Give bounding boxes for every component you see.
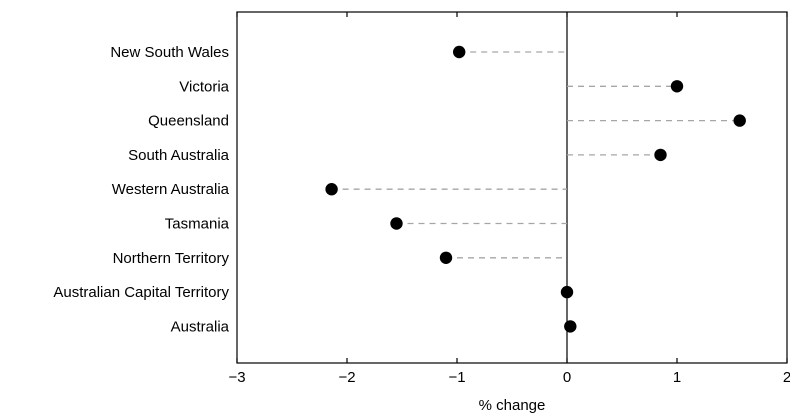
data-point [564, 320, 577, 333]
category-label: Western Australia [112, 181, 230, 198]
x-tick-label: 0 [563, 369, 571, 386]
x-axis-title: % change [479, 397, 546, 414]
data-markers [325, 45, 746, 333]
category-label: New South Wales [110, 44, 229, 61]
category-label: Australia [171, 318, 230, 335]
category-labels: New South Wales Victoria Queensland South A… [53, 44, 229, 335]
category-label: Australian Capital Territory [53, 284, 229, 301]
data-point [439, 251, 453, 264]
plot-border [236, 11, 788, 364]
data-point [733, 114, 746, 127]
category-label: Queensland [148, 113, 229, 130]
data-point [453, 45, 466, 59]
plot-frame [236, 11, 788, 364]
data-point [325, 183, 338, 196]
connector-lines [331, 51, 740, 259]
x-tick-label: −3 [228, 369, 245, 386]
x-tick-label: −2 [338, 369, 355, 386]
category-label: Northern Territory [113, 250, 230, 267]
x-tick-label: 2 [783, 369, 790, 386]
x-axis-ticks: −3 −2 −1 0 1 2 [228, 12, 790, 386]
category-label: South Australia [128, 147, 230, 164]
data-point [654, 148, 667, 162]
data-point [670, 80, 684, 93]
data-point [560, 285, 574, 299]
data-point [390, 217, 403, 230]
x-tick-label: 1 [673, 369, 681, 386]
category-label: Tasmania [165, 216, 230, 233]
category-label: Victoria [179, 78, 229, 95]
x-tick-label: −1 [448, 369, 465, 386]
